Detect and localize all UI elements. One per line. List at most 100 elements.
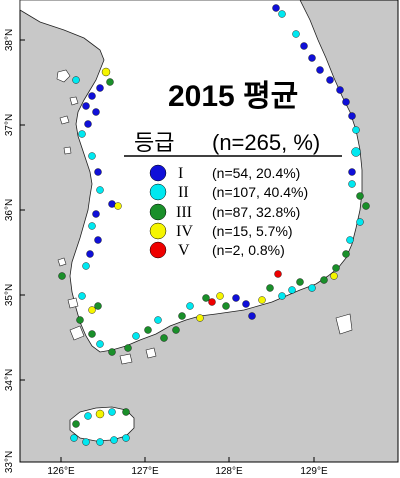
station-marker: [160, 334, 168, 342]
legend: I (n=54, 20.4%) II (n=107, 40.4%) III (n…: [149, 164, 308, 259]
station-marker: [58, 272, 66, 280]
island-west-5: [57, 257, 67, 267]
station-marker: [196, 314, 204, 322]
station-marker: [82, 262, 90, 270]
station-marker: [96, 186, 104, 194]
station-marker: [95, 409, 105, 419]
station-marker: [88, 222, 96, 230]
legend-swatch-grade-4: [149, 222, 167, 240]
station-marker: [258, 296, 266, 304]
legend-swatch-grade-1: [149, 164, 167, 182]
island-west-2: [69, 96, 79, 106]
station-marker: [114, 202, 122, 210]
station-marker: [82, 438, 90, 446]
station-marker: [94, 168, 102, 176]
station-marker: [274, 270, 282, 278]
station-marker: [70, 434, 78, 442]
lat-tick-label: 37°N: [4, 114, 15, 136]
station-marker: [88, 306, 96, 314]
station-marker: [332, 264, 340, 272]
longitude-ticks: [60, 457, 315, 462]
legend-grade-label: III: [176, 204, 192, 221]
station-marker: [78, 130, 86, 138]
station-marker: [278, 292, 286, 300]
station-marker: [96, 340, 104, 348]
station-marker: [320, 276, 328, 284]
station-marker: [172, 326, 180, 334]
station-marker: [336, 86, 344, 94]
station-marker: [300, 42, 308, 50]
station-marker: [84, 120, 92, 128]
station-marker: [242, 300, 250, 308]
station-marker: [292, 30, 300, 38]
station-marker: [308, 284, 316, 292]
legend-grade-label: IV: [176, 223, 193, 240]
island-west-6: [67, 297, 79, 309]
station-marker: [278, 10, 286, 18]
map-title: 2015 평균: [168, 80, 298, 113]
island-southeast-1: [335, 313, 353, 335]
station-marker: [96, 438, 104, 446]
station-marker: [288, 286, 296, 294]
lat-tick-label: 36°N: [4, 199, 15, 221]
station-marker: [144, 326, 152, 334]
island-west-1: [56, 69, 71, 83]
station-marker: [108, 408, 116, 416]
island-west-3: [59, 115, 70, 125]
station-marker: [342, 98, 350, 106]
legend-grade-label: I: [178, 165, 183, 182]
station-marker: [88, 92, 96, 100]
island-south-2: [145, 347, 157, 359]
legend-count-label: (n=2, 0.8%): [212, 242, 285, 258]
station-marker: [296, 278, 304, 286]
station-marker: [352, 126, 360, 134]
station-marker: [222, 302, 230, 310]
station-marker: [178, 312, 186, 320]
station-marker: [216, 292, 224, 300]
lon-tick-label: 128°E: [215, 466, 243, 477]
station-marker: [248, 312, 256, 320]
station-marker: [202, 294, 210, 302]
station-marker: [94, 302, 102, 310]
station-marker: [94, 236, 102, 244]
station-marker: [348, 112, 356, 120]
legend-count-label: (n=87, 32.8%): [212, 204, 300, 220]
station-marker: [351, 147, 361, 157]
station-marker: [110, 436, 118, 444]
station-marker: [82, 102, 90, 110]
latitude-ticks: [20, 39, 25, 463]
station-marker: [326, 76, 334, 84]
station-marker: [154, 316, 162, 324]
station-marker: [316, 66, 324, 74]
station-marker: [356, 218, 364, 226]
lon-tick-label: 127°E: [131, 466, 159, 477]
legend-swatch-grade-2: [149, 183, 167, 201]
legend-grade-label: V: [178, 242, 190, 259]
legend-swatch-grade-5: [149, 241, 167, 259]
lon-tick-label: 126°E: [47, 466, 75, 477]
legend-total: (n=265, %): [212, 130, 320, 155]
legend-swatch-grade-3: [149, 203, 167, 221]
station-marker: [232, 294, 240, 302]
station-markers: [58, 4, 370, 446]
station-marker: [106, 78, 114, 86]
lat-tick-label: 38°N: [4, 29, 15, 51]
station-marker: [342, 250, 350, 258]
station-marker: [72, 420, 80, 428]
station-marker: [124, 344, 132, 352]
station-marker: [208, 298, 216, 306]
station-marker: [84, 412, 92, 420]
station-marker: [330, 272, 338, 280]
station-marker: [96, 84, 104, 92]
legend-count-label: (n=54, 20.4%): [212, 165, 300, 181]
station-marker: [346, 236, 354, 244]
station-marker: [122, 408, 130, 416]
station-marker: [108, 348, 116, 356]
station-marker: [88, 152, 96, 160]
legend-count-label: (n=15, 5.7%): [212, 223, 293, 239]
island-west-4: [63, 146, 72, 155]
station-marker: [348, 180, 356, 188]
station-marker: [266, 284, 274, 292]
station-marker: [186, 302, 194, 310]
